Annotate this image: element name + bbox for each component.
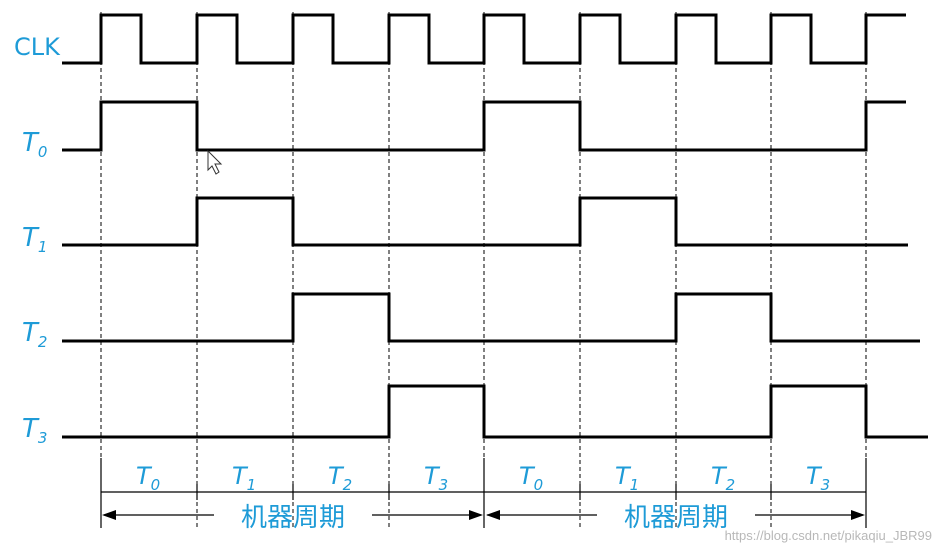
mouse-cursor-icon bbox=[207, 149, 223, 175]
phase-label: T0 bbox=[136, 462, 160, 494]
phase-label: T3 bbox=[806, 462, 830, 494]
phase-label: T0 bbox=[519, 462, 543, 494]
phase-bracket bbox=[100, 458, 867, 528]
machine-cycle-label-2: 机器周期 bbox=[624, 503, 728, 533]
signal-label-t0: T0 bbox=[22, 128, 47, 161]
machine-cycle-label-1: 机器周期 bbox=[241, 503, 345, 533]
machine-cycle-arrow-1 bbox=[102, 510, 483, 520]
signal-label-t1: T1 bbox=[22, 223, 47, 256]
t1-waveform bbox=[62, 196, 908, 247]
clk-waveform bbox=[62, 13, 906, 65]
signal-label-t3: T3 bbox=[22, 414, 47, 447]
guide-lines bbox=[100, 12, 867, 528]
t3-waveform bbox=[62, 384, 928, 439]
machine-cycle-arrow-2 bbox=[486, 510, 865, 520]
t0-waveform bbox=[62, 100, 906, 152]
phase-label: T2 bbox=[328, 462, 352, 494]
signal-label-t2: T2 bbox=[22, 318, 47, 351]
watermark-text: https://blog.csdn.net/pikaqiu_JBR99 bbox=[725, 528, 932, 543]
signal-label-clk: CLK bbox=[14, 33, 61, 61]
phase-label: T3 bbox=[424, 462, 448, 494]
t2-waveform bbox=[62, 292, 920, 343]
phase-label: T1 bbox=[615, 462, 639, 494]
phase-label: T2 bbox=[711, 462, 735, 494]
phase-label: T1 bbox=[232, 462, 256, 494]
